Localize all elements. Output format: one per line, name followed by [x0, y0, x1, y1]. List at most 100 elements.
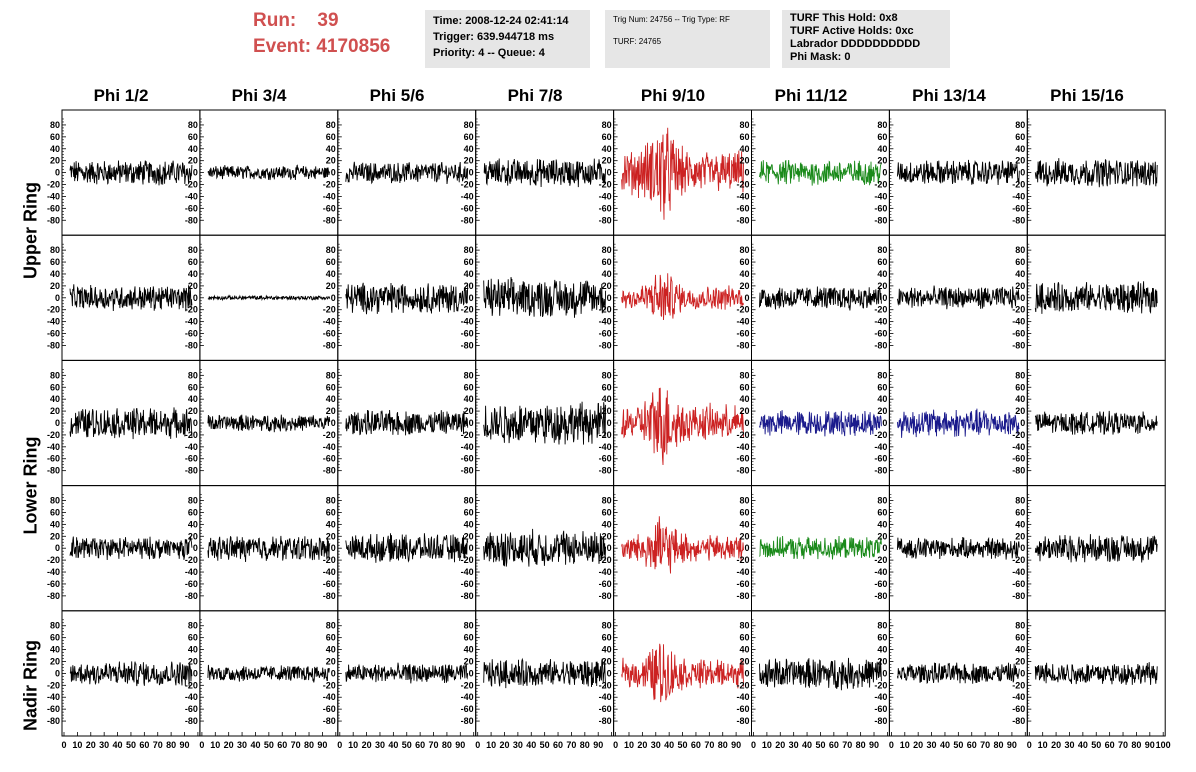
y-tick-label: -20: [1012, 430, 1025, 440]
y-tick-label: -40: [874, 317, 887, 327]
x-tick-label: 90: [455, 740, 465, 750]
turf-hold-line: TURF This Hold: 0x8: [790, 12, 898, 24]
col-label-phi-3-4: Phi 3/4: [231, 86, 287, 105]
y-tick-label: -40: [185, 692, 198, 702]
y-tick-label: -80: [323, 591, 336, 601]
y-tick-label: 20: [188, 156, 198, 166]
y-tick-label: 80: [739, 621, 749, 631]
y-tick-label: -20: [599, 680, 612, 690]
y-tick-label: -80: [1012, 215, 1025, 225]
x-tick-label: 70: [429, 740, 439, 750]
y-tick-label: -80: [874, 215, 887, 225]
y-tick-label: 40: [326, 394, 336, 404]
x-tick-label: 50: [1091, 740, 1101, 750]
y-tick-label: -60: [323, 329, 336, 339]
x-tick-label: 10: [762, 740, 772, 750]
x-tick-label: 90: [731, 740, 741, 750]
y-tick-label: 40: [188, 394, 198, 404]
x-tick-label: 40: [113, 740, 123, 750]
y-tick-label: 40: [739, 269, 749, 279]
x-tick-label: 70: [980, 740, 990, 750]
y-tick-label: -40: [874, 442, 887, 452]
y-tick-label: -40: [185, 442, 198, 452]
y-tick-label: 60: [1015, 257, 1025, 267]
y-tick-label: -80: [1012, 466, 1025, 476]
y-tick-label: 20: [739, 281, 749, 291]
y-tick-label: -40: [323, 191, 336, 201]
x-tick-label: 80: [442, 740, 452, 750]
y-tick-label: 20: [326, 281, 336, 291]
y-tick-label: -80: [599, 215, 612, 225]
y-tick-label: 40: [602, 144, 612, 154]
y-tick-label: 0: [744, 668, 749, 678]
y-tick-label: 40: [1015, 394, 1025, 404]
y-tick-label: 80: [188, 621, 198, 631]
panel-frame: [1026, 485, 1166, 612]
x-tick-label: 60: [967, 740, 977, 750]
x-tick-label: 60: [691, 740, 701, 750]
y-tick-label: -80: [736, 591, 749, 601]
y-tick-label: -60: [461, 579, 474, 589]
y-tick-label: -40: [736, 442, 749, 452]
y-tick-label: -80: [1012, 340, 1025, 350]
waveform-trace: [621, 127, 744, 220]
waveform-trace: [207, 414, 331, 433]
y-tick-label: 0: [469, 543, 474, 553]
trig-info-box: Trig Num: 24756 -- Trig Type: RF TURF: 2…: [605, 10, 770, 68]
y-tick-label: 40: [188, 645, 198, 655]
y-tick-label: 80: [50, 496, 60, 506]
waveform-trace: [69, 407, 193, 440]
x-tick-label: 30: [651, 740, 661, 750]
y-tick-label: 80: [50, 245, 60, 255]
y-tick-label: 40: [188, 144, 198, 154]
y-tick-label: -60: [736, 579, 749, 589]
y-tick-label: -60: [874, 454, 887, 464]
y-tick-label: 0: [55, 668, 60, 678]
y-tick-label: 0: [607, 668, 612, 678]
y-tick-label: -40: [736, 191, 749, 201]
y-tick-label: 40: [602, 269, 612, 279]
y-tick-label: 20: [877, 406, 887, 416]
y-tick-label: -20: [47, 305, 60, 315]
y-tick-label: 60: [877, 633, 887, 643]
y-tick-label: -60: [1012, 454, 1025, 464]
x-tick-label: 0: [889, 740, 894, 750]
y-tick-label: 0: [607, 168, 612, 178]
y-tick-label: -20: [47, 430, 60, 440]
y-tick-label: -60: [461, 454, 474, 464]
y-tick-label: 80: [739, 120, 749, 130]
x-tick-label: 70: [842, 740, 852, 750]
y-tick-label: 80: [464, 245, 474, 255]
labrador-line: Labrador DDDDDDDDDD: [790, 38, 921, 50]
x-tick-label: 90: [593, 740, 603, 750]
y-tick-label: -60: [599, 203, 612, 213]
y-tick-label: -60: [47, 203, 60, 213]
y-tick-label: 0: [1020, 418, 1025, 428]
y-tick-label: 80: [464, 621, 474, 631]
y-tick-label: 60: [877, 382, 887, 392]
y-tick-label: 60: [1015, 633, 1025, 643]
y-tick-label: 40: [50, 394, 60, 404]
y-tick-label: 80: [1015, 621, 1025, 631]
y-tick-label: 80: [188, 120, 198, 130]
y-tick-label: -40: [47, 692, 60, 702]
y-tick-label: -40: [1012, 567, 1025, 577]
y-tick-label: 60: [739, 633, 749, 643]
y-tick-label: 0: [882, 293, 887, 303]
y-tick-label: 20: [326, 531, 336, 541]
y-tick-label: -80: [47, 340, 60, 350]
y-tick-label: -80: [874, 716, 887, 726]
y-tick-label: 0: [469, 418, 474, 428]
y-tick-label: -20: [599, 430, 612, 440]
y-tick-label: 20: [464, 406, 474, 416]
y-tick-label: 80: [602, 621, 612, 631]
y-tick-label: -60: [874, 203, 887, 213]
